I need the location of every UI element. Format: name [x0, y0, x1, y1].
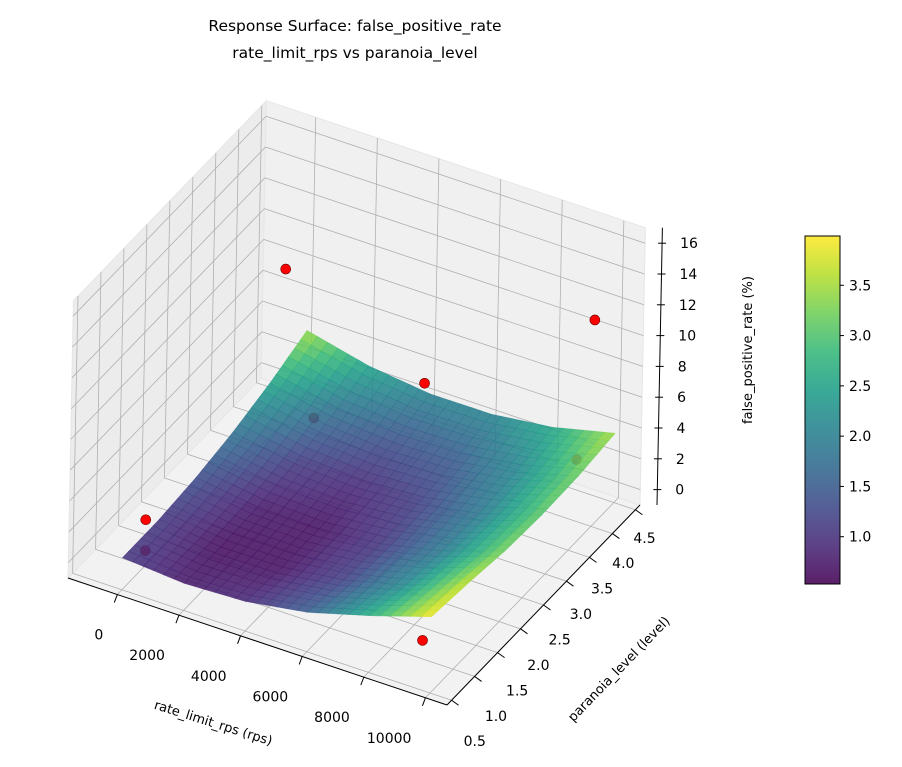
data-point [280, 263, 292, 275]
gridline-z [69, 269, 264, 471]
colorbar: 1.0 1.5 2.0 2.5 3.0 3.5 [804, 235, 871, 585]
chart-title: Response Surface: false_positive_rate [208, 17, 501, 36]
y-tick-label: 3.5 [591, 582, 613, 598]
axes-lines [67, 227, 667, 706]
x-tick [175, 614, 180, 624]
gridline-z [71, 208, 265, 409]
gridline-z [70, 239, 264, 440]
gridline-z [265, 115, 646, 244]
z-tick-label: 10 [678, 329, 696, 345]
x-tick-label: 8000 [314, 710, 350, 726]
z-tick-label: 12 [679, 298, 697, 314]
gridline-z [72, 146, 266, 348]
colorbar-gradient [804, 235, 841, 585]
gridline-y [72, 572, 452, 701]
gridline-z [69, 300, 263, 502]
y-tick-label: 3.0 [570, 607, 592, 623]
z-tick-label: 16 [680, 236, 698, 252]
gridline-z [263, 239, 643, 367]
x-tick [113, 594, 118, 603]
surface-patch [420, 610, 439, 618]
z-tick-labels: 0 2 4 6 8 10 12 14 16 [675, 236, 698, 498]
y-tick [543, 604, 551, 611]
z-tick-label: 8 [678, 359, 687, 375]
gridline-z [264, 208, 644, 336]
colorbar-tick-label: 2.0 [849, 429, 871, 445]
x-tick-label: 2000 [129, 648, 165, 664]
colorbar-tick-label: 3.5 [849, 278, 871, 294]
visible-points [280, 263, 601, 389]
y-tick-labels: 0.5 1.0 1.5 2.02.5 3.0 3.5 4.0 4.5 [464, 531, 656, 750]
colorbar-tick-label: 1.5 [849, 479, 871, 495]
y-tick [612, 533, 620, 539]
x-tick [237, 635, 242, 644]
x-tick-labels: 0 2000 4000 6000 8000 10000 [94, 628, 411, 747]
z-tick-label: 6 [677, 390, 686, 406]
x-tick [360, 676, 365, 686]
x-tick-label: 10000 [367, 731, 412, 747]
x-axis-label: rate_limit_rps (rps) [152, 698, 274, 749]
gridline-z [264, 177, 645, 306]
z-tick-label: 0 [675, 483, 684, 499]
x-tick-label: 6000 [253, 689, 289, 705]
y-tick-label: 0.5 [464, 734, 486, 750]
z-tick-label: 4 [677, 421, 686, 437]
x-tick-label: 4000 [191, 669, 227, 685]
data-point [140, 514, 152, 526]
y-tick [589, 556, 597, 563]
data-point [419, 377, 430, 389]
gridline-z [68, 362, 262, 563]
x-tick [421, 697, 426, 706]
z-axis-label: false_positive_rate (%) [741, 276, 756, 424]
y-tick-label: 1.5 [506, 683, 528, 699]
x-tick [298, 656, 303, 665]
y-tick-label: 4.0 [612, 556, 634, 572]
y-tick [497, 652, 505, 659]
data-point [417, 635, 428, 646]
y-tick [566, 580, 574, 587]
y-tick [451, 699, 459, 706]
gridline-z [262, 300, 642, 429]
chart-subtitle: rate_limit_rps vs paranoia_level [232, 44, 477, 63]
z-tick-label: 14 [680, 267, 698, 283]
colorbar-tick-label: 1.0 [849, 530, 871, 546]
y-tick-label: 4.5 [633, 531, 655, 547]
y-tick [474, 676, 482, 682]
gridline-z [262, 269, 643, 398]
gridline-z [72, 115, 267, 317]
y-tick-label: 2.5 [549, 633, 571, 649]
y-tick-label: 2.0 [527, 658, 549, 674]
y-tick-label: 1.0 [485, 709, 507, 725]
gridline-z [68, 331, 263, 533]
y-axis-label: paranoia_level (level) [565, 614, 673, 725]
colorbar-tick-label: 3.0 [849, 329, 871, 345]
colorbar-tick-label: 2.5 [849, 379, 871, 395]
x-tick-label: 0 [94, 628, 103, 644]
gridline-z [265, 146, 645, 275]
data-point [589, 314, 601, 326]
x-axis-line [67, 577, 448, 706]
gridline-z [71, 177, 266, 379]
y-tick [635, 509, 643, 516]
surface [121, 330, 616, 618]
z-tick-label: 2 [676, 452, 685, 468]
y-tick [520, 628, 528, 635]
